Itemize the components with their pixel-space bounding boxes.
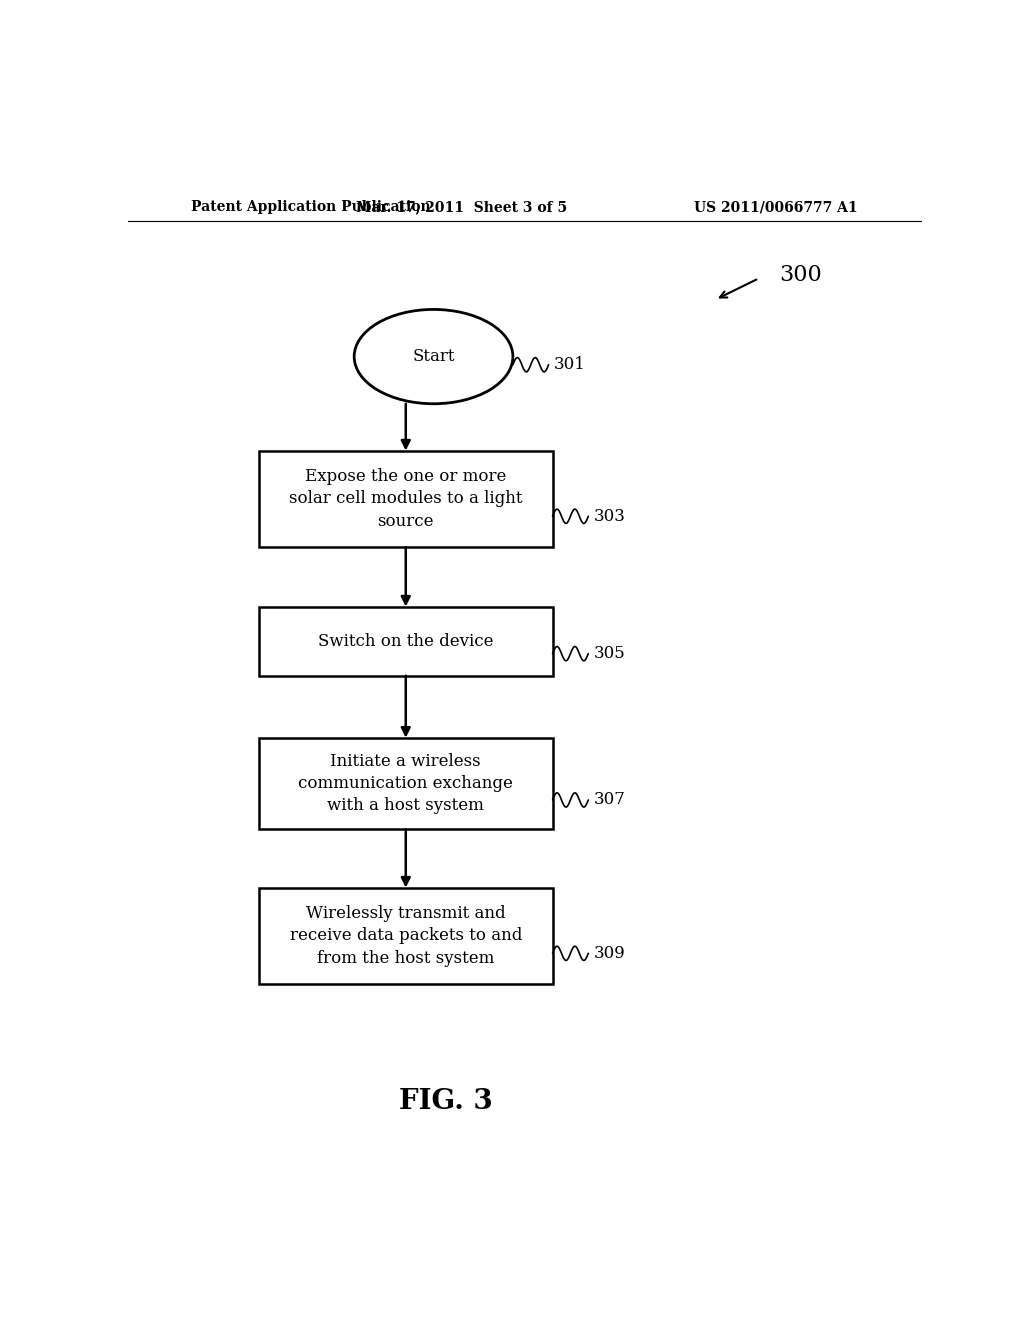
Text: Expose the one or more
solar cell modules to a light
source: Expose the one or more solar cell module… [289,469,522,529]
Text: 303: 303 [594,508,626,525]
Text: Patent Application Publication: Patent Application Publication [191,201,431,214]
Text: Initiate a wireless
communication exchange
with a host system: Initiate a wireless communication exchan… [298,752,513,814]
Text: Wirelessly transmit and
receive data packets to and
from the host system: Wirelessly transmit and receive data pac… [290,906,522,966]
Text: Switch on the device: Switch on the device [318,632,494,649]
Text: Mar. 17, 2011  Sheet 3 of 5: Mar. 17, 2011 Sheet 3 of 5 [355,201,567,214]
Text: 301: 301 [554,356,586,374]
Text: 305: 305 [594,645,626,663]
Text: FIG. 3: FIG. 3 [398,1088,493,1115]
Text: US 2011/0066777 A1: US 2011/0066777 A1 [694,201,858,214]
Text: 307: 307 [594,792,626,808]
Text: Start: Start [413,348,455,366]
Text: 309: 309 [594,945,626,962]
Text: 300: 300 [778,264,821,286]
